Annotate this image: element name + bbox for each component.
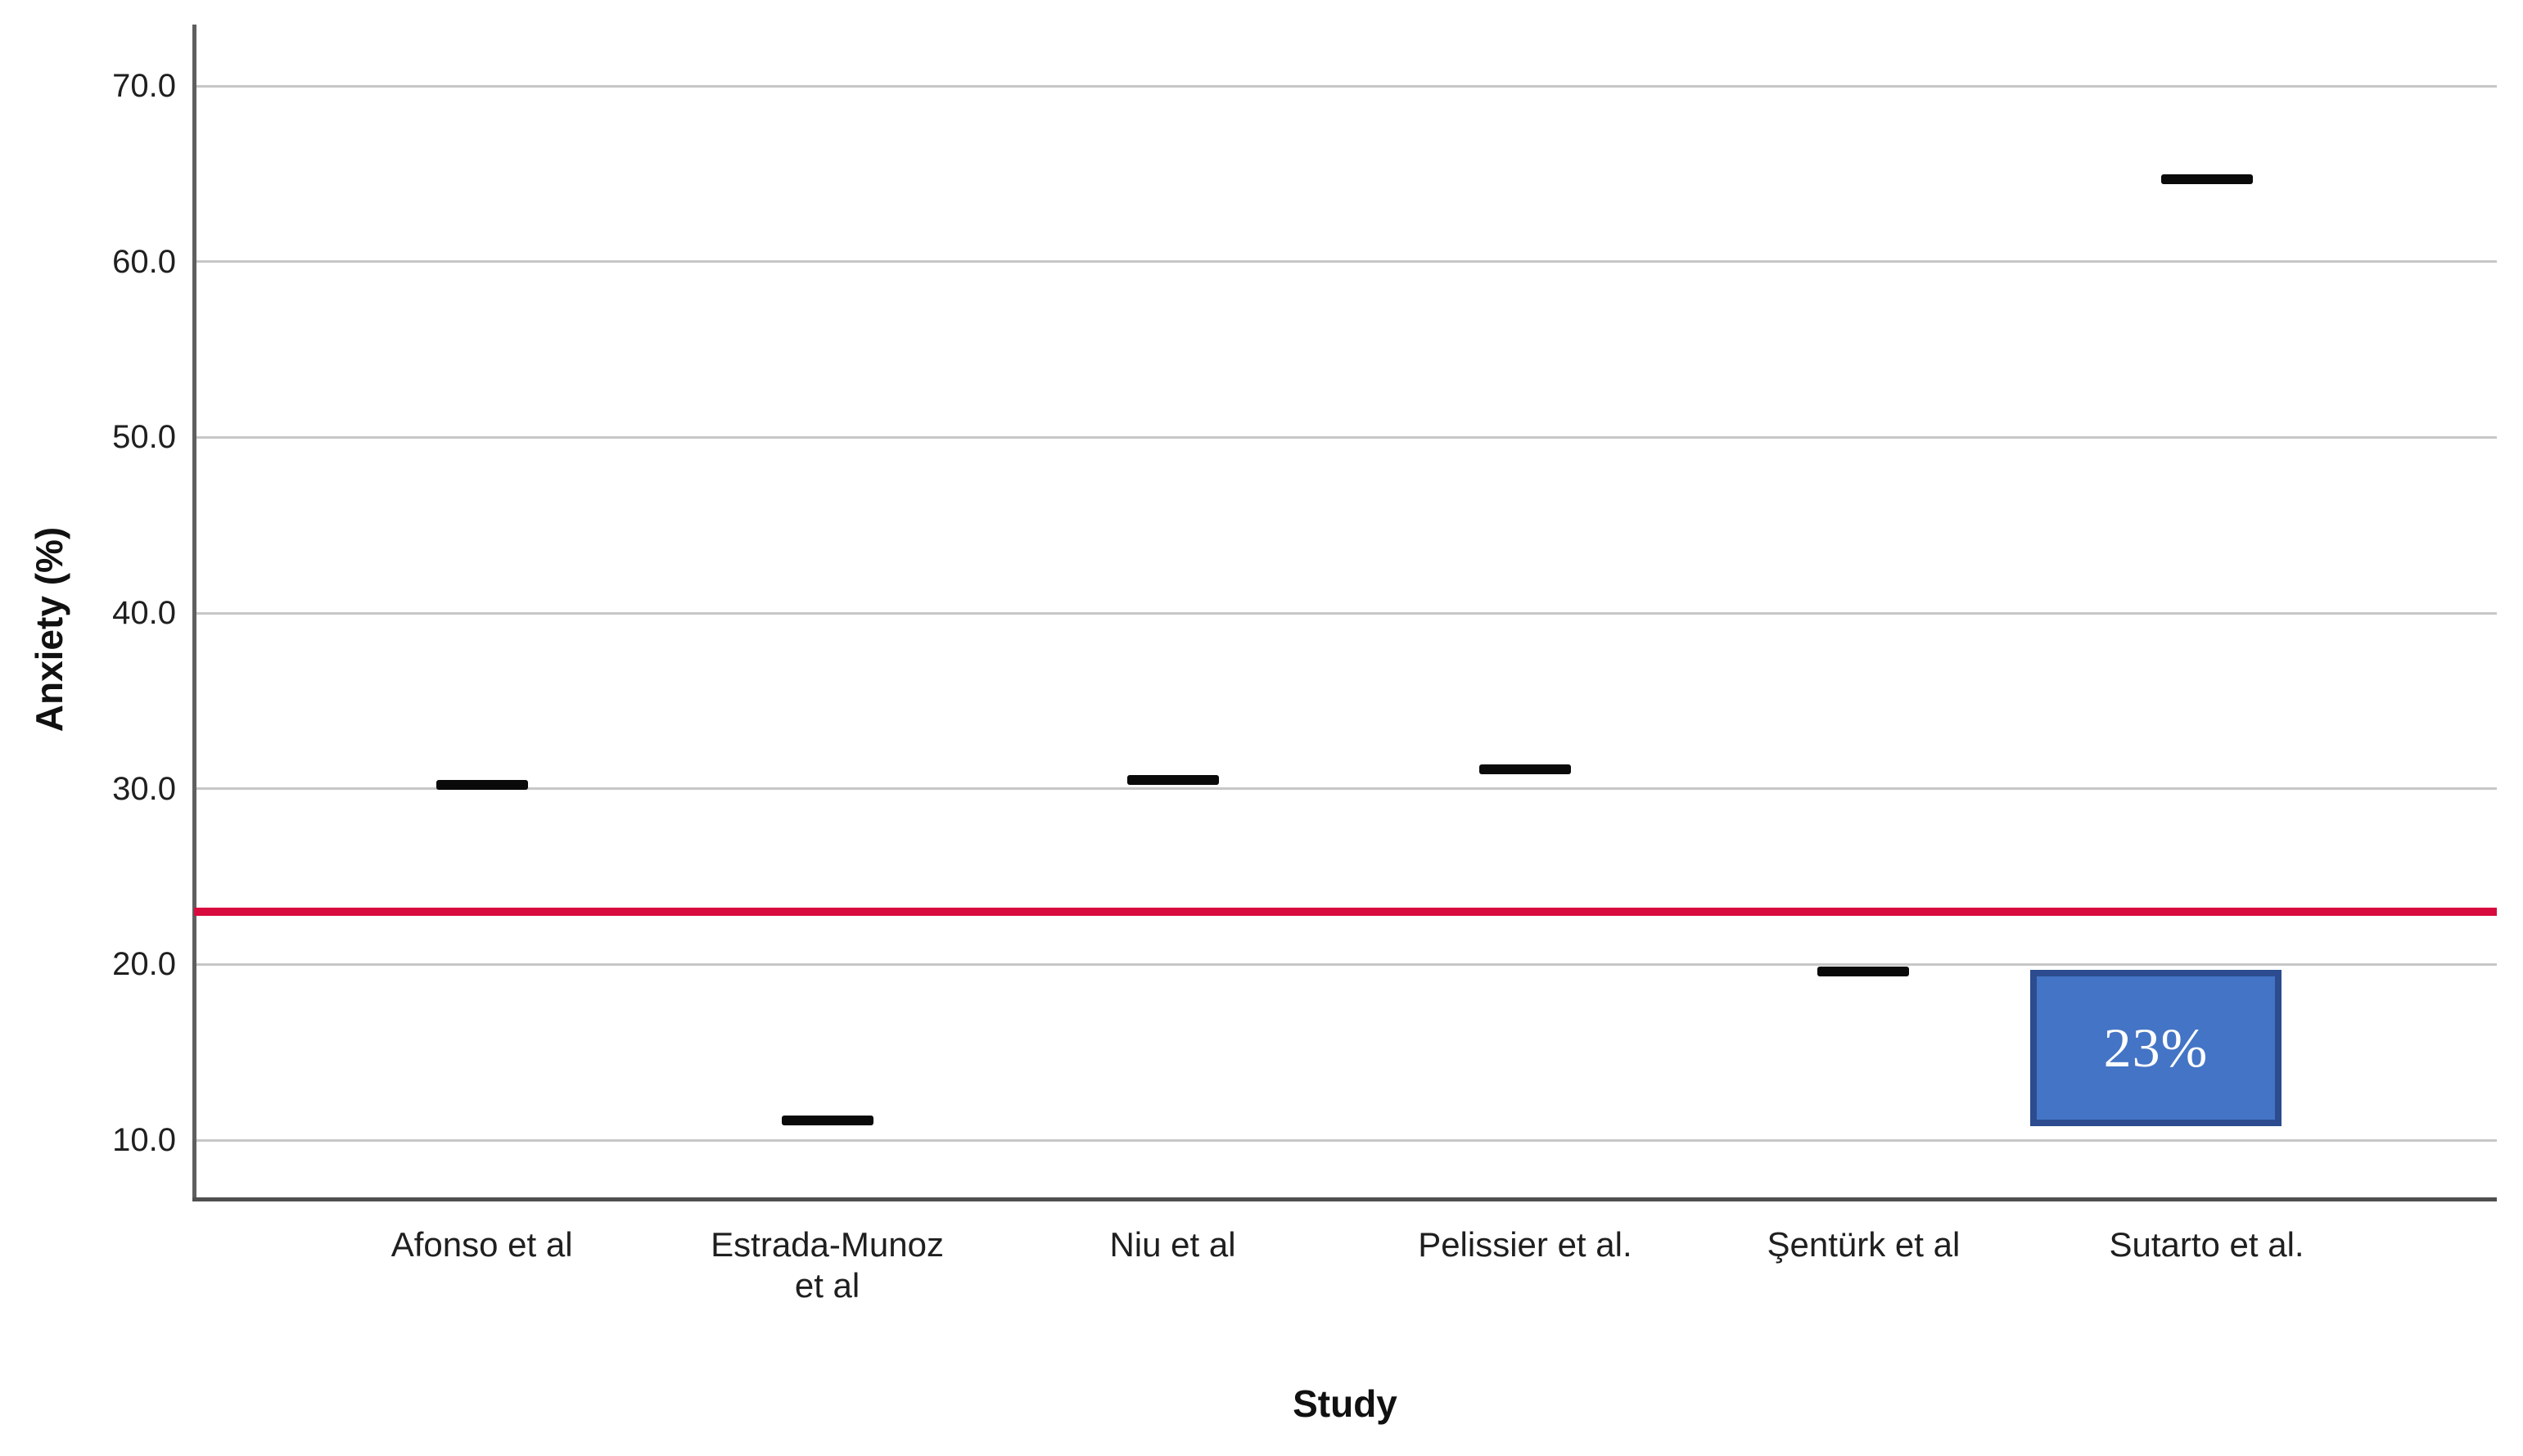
y-axis-title: Anxiety (%) [28, 526, 70, 733]
y-tick-label: 70.0 [112, 68, 176, 104]
reference-line [194, 907, 2497, 916]
data-marker [1817, 966, 1910, 976]
annotation-box: 23% [2030, 969, 2282, 1126]
gridline [194, 611, 2497, 615]
data-marker [436, 780, 528, 791]
data-marker [781, 1116, 873, 1126]
y-tick-label: 40.0 [112, 595, 176, 631]
y-tick-label: 30.0 [112, 770, 176, 807]
gridline [194, 1138, 2497, 1142]
x-axis-title: Study [1293, 1382, 1397, 1425]
data-marker [2160, 174, 2253, 184]
x-category-label: Pelissier et al. [1418, 1225, 1632, 1264]
data-marker [1478, 764, 1571, 775]
x-category-label: Sutarto et al. [2109, 1225, 2304, 1264]
x-category-label: Şentürk et al [1767, 1225, 1961, 1264]
gridline [194, 260, 2497, 264]
y-tick-label: 60.0 [112, 243, 176, 280]
x-axis-line [192, 1197, 2497, 1201]
y-axis-line [192, 25, 196, 1201]
y-tick-label: 10.0 [112, 1122, 176, 1158]
y-tick-label: 50.0 [112, 419, 176, 456]
gridline [194, 435, 2497, 439]
x-category-label: Niu et al [1109, 1225, 1236, 1264]
gridline [194, 84, 2497, 88]
y-tick-label: 20.0 [112, 946, 176, 983]
annotation-label: 23% [2103, 1016, 2209, 1079]
gridline [194, 787, 2497, 791]
gridline [194, 962, 2497, 966]
x-category-label: Estrada-Munoz et al [711, 1225, 944, 1305]
data-marker [1126, 774, 1219, 785]
x-category-label: Afonso et al [390, 1225, 573, 1264]
